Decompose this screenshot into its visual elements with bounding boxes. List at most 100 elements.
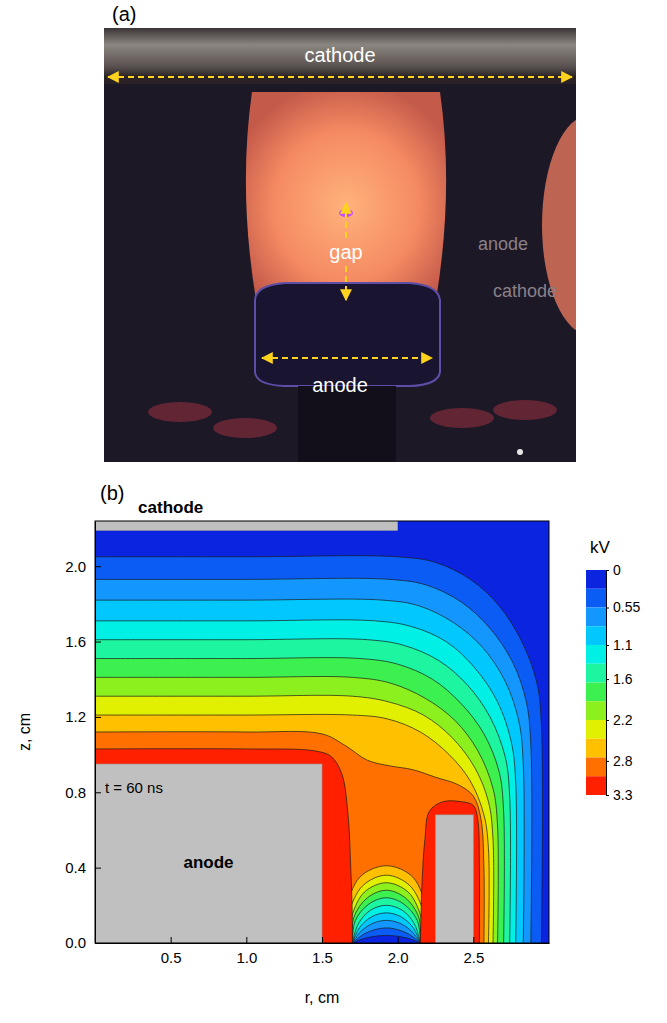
colorbar-band <box>586 701 606 720</box>
x-axis-tick-label: 2.0 <box>388 949 409 966</box>
contour-line <box>95 749 352 943</box>
x-axis-tick: 1.5 <box>312 937 333 966</box>
y-axis-tick-mark <box>95 566 101 567</box>
dimension-arrow <box>108 76 572 78</box>
colorbar-band <box>586 645 606 664</box>
dimension-arrow <box>345 266 347 300</box>
contour-band <box>95 749 480 943</box>
y-axis-tick-label: 0.4 <box>65 859 86 876</box>
colorbar-axis-tick-mark <box>606 795 609 796</box>
y-axis-title: z, cm <box>16 713 33 751</box>
colorbar-axis-tick-mark <box>606 570 609 571</box>
colorbar-band <box>586 589 606 608</box>
figure: cathode gap anode anode cathode (a) cathode ano… <box>0 0 667 1023</box>
contour-band <box>95 658 504 943</box>
plot-area <box>95 521 549 943</box>
colorbar-axis-tick-label: 3.3 <box>613 787 633 803</box>
contour-line <box>95 731 484 943</box>
x-axis-tick: 2.0 <box>388 937 409 966</box>
colorbar-band <box>586 608 606 627</box>
reflection-glow <box>430 408 494 428</box>
contour-band <box>95 731 484 943</box>
x-axis-tick-label: 0.5 <box>161 949 182 966</box>
contour-line <box>95 556 542 943</box>
electrode-label: anode <box>183 853 233 872</box>
photo: cathode gap anode anode cathode <box>104 28 576 462</box>
colorbar-band <box>586 626 606 645</box>
y-axis-tick-label: 1.6 <box>65 633 86 650</box>
reflection-label: cathode <box>493 281 557 301</box>
x-axis-tick: 1.0 <box>236 937 257 966</box>
y-axis-tick: 0.8 <box>65 784 101 801</box>
x-axis-tick: 0.5 <box>161 937 182 966</box>
contour-line <box>352 935 420 943</box>
photo-label: gap <box>329 241 362 263</box>
contour-line <box>95 714 489 943</box>
colorbar-band <box>586 720 606 739</box>
colorbar-axis-tick-label: 2.8 <box>613 753 633 769</box>
y-axis-tick: 1.2 <box>65 708 101 725</box>
contour-line <box>352 905 420 943</box>
colorbar-title: kV <box>590 538 611 557</box>
base-band <box>95 521 549 943</box>
colorbar-band <box>586 570 606 589</box>
annotation: t = 60 ns <box>105 779 163 796</box>
y-axis-tick-mark <box>95 717 101 718</box>
x-axis-line <box>96 943 550 944</box>
x-axis: 0.5 1.0 1.5 2.0 2.5 <box>96 937 550 966</box>
dimension-arrow <box>345 203 347 238</box>
x-axis-tick-label: 1.0 <box>236 949 257 966</box>
colorbar-band <box>586 776 606 795</box>
contour-band <box>95 556 542 943</box>
colorbar-band <box>586 739 606 758</box>
electrode <box>95 764 322 943</box>
y-axis-tick-label: 0.8 <box>65 784 86 801</box>
contour-line <box>95 599 524 943</box>
panel-label: (a) <box>112 3 136 25</box>
panel-label: (b) <box>100 482 124 504</box>
reflection-label: anode <box>478 234 528 254</box>
photo-label: anode <box>312 374 368 396</box>
colorbar-band <box>586 758 606 777</box>
y-axis: 0.0 0.4 0.8 1.2 1.6 2.0 <box>65 522 101 952</box>
x-axis-tick-mark <box>473 937 474 943</box>
contour-line <box>352 898 420 943</box>
dimension-arrow <box>262 357 432 359</box>
colorbar-axis-tick-label: 1.1 <box>613 637 633 653</box>
contour-band <box>95 676 498 943</box>
y-axis-line <box>95 522 96 944</box>
x-axis-tick-label: 1.5 <box>312 949 333 966</box>
contour-line <box>351 883 422 943</box>
x-axis-tick-label: 2.5 <box>463 949 484 966</box>
y-axis-tick: 0.4 <box>65 859 101 876</box>
y-axis-tick-mark <box>95 868 101 869</box>
reflection-glow <box>493 400 557 420</box>
colorbar-axis-tick-label: 1.6 <box>613 671 633 687</box>
electrode <box>436 815 474 943</box>
y-axis-tick-mark <box>95 943 101 944</box>
colorbar-axis-tick: 0 <box>606 562 621 578</box>
colorbar-axis-tick: 0.55 <box>606 599 640 615</box>
cathode-plate <box>104 28 576 76</box>
anode-post <box>298 386 396 462</box>
plasma-glow <box>246 92 446 300</box>
colorbar-band <box>586 683 606 702</box>
contour-line <box>352 890 421 943</box>
colorbar-axis-tick: 2.2 <box>606 712 633 728</box>
photo-label: cathode <box>304 44 375 66</box>
x-axis-tick-mark <box>322 937 323 943</box>
y-axis-tick-mark <box>95 792 101 793</box>
x-axis-tick-mark <box>171 937 172 943</box>
colorbar-axis-tick-mark <box>606 761 609 762</box>
colorbar-axis-tick: 3.3 <box>606 787 633 803</box>
plot-frame <box>95 521 549 943</box>
y-axis-tick: 2.0 <box>65 558 101 575</box>
x-axis-title: r, cm <box>305 989 340 1006</box>
x-axis-tick-mark <box>398 937 399 943</box>
cathode-rim <box>104 76 576 84</box>
colorbar-axis-tick-mark <box>606 720 609 721</box>
contour-band <box>95 639 511 943</box>
colorbar-axis-tick: 1.6 <box>606 671 633 687</box>
y-axis-tick: 0.0 <box>65 934 101 951</box>
contour-band <box>95 578 532 943</box>
